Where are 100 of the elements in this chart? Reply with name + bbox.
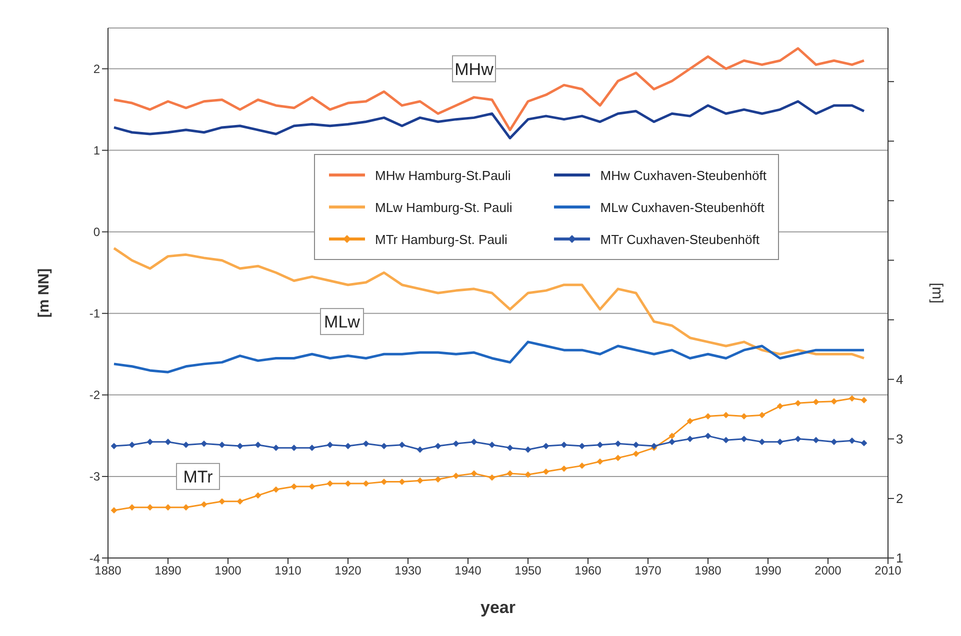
point [470, 438, 478, 446]
point [470, 470, 478, 477]
point [308, 444, 316, 452]
point [146, 504, 154, 511]
x-tick-label: 1970 [634, 564, 662, 578]
point [578, 462, 586, 469]
legend-label: MTr Hamburg-St. Pauli [375, 232, 508, 246]
x-tick-label: 2010 [874, 564, 902, 578]
point [164, 438, 172, 446]
annotation: MHw [454, 60, 494, 79]
point [776, 402, 784, 410]
point [614, 454, 622, 462]
point [830, 438, 838, 446]
point [344, 480, 352, 487]
point [830, 398, 838, 405]
point [326, 480, 334, 487]
y2-axis-title: [m] [928, 282, 946, 304]
x-tick-label: 1960 [574, 564, 602, 578]
line-series [112, 100, 866, 140]
legend-label: MTr Cuxhaven-Steubenhöft [600, 232, 760, 246]
point [614, 440, 622, 447]
point [416, 446, 424, 453]
point [236, 498, 244, 505]
point [704, 432, 712, 440]
point [848, 395, 856, 402]
point [398, 442, 406, 448]
point [218, 498, 226, 505]
line-series [112, 340, 866, 374]
y-tick-label: 2 [93, 62, 100, 76]
point [254, 492, 262, 499]
point [200, 440, 208, 447]
x-tick-label: 1880 [94, 564, 122, 578]
point [794, 400, 802, 406]
point [452, 440, 460, 447]
point [218, 442, 226, 448]
point [506, 444, 514, 452]
point [362, 480, 370, 487]
annotation: MLw [324, 312, 361, 332]
y-tick-label: 1 [93, 144, 100, 158]
point [344, 442, 352, 450]
point [758, 438, 766, 446]
point [308, 483, 316, 490]
x-tick-label: 1900 [214, 564, 242, 578]
point [860, 440, 868, 446]
point [560, 442, 568, 448]
point [272, 486, 280, 493]
point [668, 432, 676, 440]
legend-label: MHw Hamburg-St.Pauli [375, 168, 511, 182]
legend-label: MLw Cuxhaven-Steubenhöft [600, 200, 764, 214]
line-series [112, 246, 866, 360]
x-tick-label: 1920 [334, 564, 362, 578]
point [110, 507, 118, 514]
point [254, 442, 262, 448]
x-tick-label: 1990 [754, 564, 782, 578]
point [758, 412, 766, 418]
point [506, 470, 514, 477]
x-tick-label: 1940 [454, 564, 482, 578]
point [542, 468, 550, 475]
point [290, 483, 298, 490]
point [860, 396, 868, 404]
point [740, 436, 748, 442]
point [362, 440, 370, 447]
point [722, 412, 730, 418]
point [434, 442, 442, 450]
point [290, 444, 298, 452]
point [560, 465, 568, 472]
point [236, 442, 244, 450]
y2-tick-label: 2 [896, 491, 904, 506]
point [488, 442, 496, 448]
point [722, 436, 730, 444]
point [776, 438, 784, 446]
y-tick-label: -2 [89, 388, 100, 402]
y-tick-label: -1 [89, 306, 100, 321]
point [632, 442, 640, 448]
point [542, 442, 550, 450]
y-axis-title: [m NN] [35, 268, 52, 318]
y2-tick-label: 3 [896, 432, 904, 447]
point [326, 442, 334, 448]
point [200, 501, 208, 508]
point [578, 442, 586, 450]
point [182, 504, 190, 511]
point [128, 442, 136, 448]
point [596, 458, 604, 465]
point [596, 442, 604, 448]
annotation: MTr [183, 467, 214, 486]
point [380, 442, 388, 450]
x-tick-label: 1890 [154, 564, 182, 578]
x-tick-label: 2000 [814, 564, 842, 578]
x-tick-label: 1950 [514, 564, 542, 578]
legend-label: MHw Cuxhaven-Steubenhöft [600, 168, 766, 182]
point [182, 442, 190, 448]
x-tick-label: 1910 [274, 564, 302, 578]
point [686, 418, 694, 424]
line-series [112, 47, 866, 132]
point [128, 504, 136, 511]
point [110, 442, 118, 450]
x-axis-title: year [480, 598, 516, 617]
y2-tick-label: 4 [896, 372, 904, 387]
y-tick-label: -3 [89, 470, 100, 484]
point [848, 437, 856, 444]
